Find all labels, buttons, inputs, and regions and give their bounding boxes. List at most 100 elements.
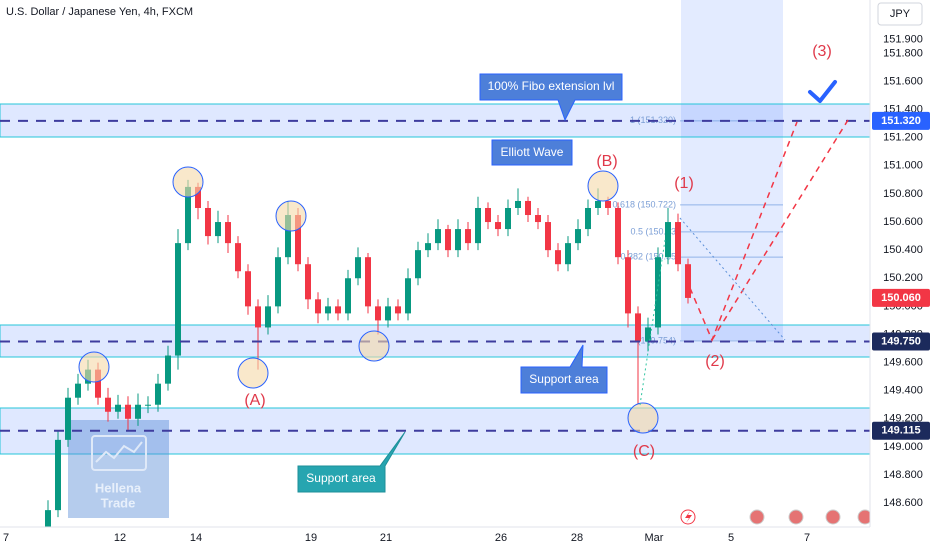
candle-body: [235, 243, 241, 272]
x-tick-label: 7: [804, 532, 810, 544]
price-tag: [872, 332, 930, 351]
projection-line: [679, 217, 786, 341]
wave-label: (A): [244, 392, 265, 409]
candle-body: [275, 257, 281, 307]
candle-body: [475, 207, 481, 244]
time-axis: [0, 527, 870, 550]
candle-body: [605, 200, 611, 208]
candle-body: [55, 439, 61, 511]
fib-label: (149.754): [637, 335, 676, 345]
y-tick-label: 150.800: [883, 188, 923, 200]
watermark-icon: [91, 435, 147, 471]
candle-body: [225, 222, 231, 244]
candle-body: [325, 306, 331, 314]
pivot-circle: [627, 402, 659, 434]
event-icon[interactable]: [749, 509, 765, 525]
callout-text: Support area: [529, 372, 599, 386]
candle-body: [655, 257, 661, 328]
candle-body: [105, 397, 111, 412]
candle-body: [495, 222, 501, 230]
event-icon: [685, 511, 692, 523]
callout-text: 100% Fibo extension lvl: [488, 79, 615, 93]
callout-box: [491, 139, 573, 166]
candles: [45, 179, 691, 546]
price-tag: [872, 288, 930, 307]
candle-body: [315, 299, 321, 314]
candle-body: [355, 257, 361, 279]
candle-body: [555, 250, 561, 265]
x-tick-label: 26: [495, 532, 507, 544]
candle-body: [445, 229, 451, 251]
callout-box: [297, 431, 406, 493]
wave-label: (1): [674, 175, 694, 192]
y-tick-label: 148.600: [883, 497, 923, 509]
x-tick-label: 14: [190, 532, 202, 544]
watermark-icon: [95, 441, 143, 463]
candle-body: [165, 355, 171, 384]
candle-body: [185, 186, 191, 244]
y-tick-label: 149.000: [883, 441, 923, 453]
candle-body: [215, 222, 221, 237]
candle-body: [675, 222, 681, 265]
candle-body: [135, 404, 141, 419]
x-tick-label: 28: [571, 532, 583, 544]
candle-body: [485, 207, 491, 223]
pivot-circles: [78, 166, 659, 434]
candle-body: [465, 229, 471, 244]
price-tag-label: 149.115: [881, 425, 920, 437]
candle-body: [635, 313, 641, 342]
candle-body: [405, 278, 411, 314]
pivot-circle: [237, 357, 269, 389]
candle-body: [195, 186, 201, 208]
callout-box: [479, 73, 623, 122]
fib-label: 0.5 (150.53: [630, 226, 676, 236]
y-tick-label: 151.800: [883, 47, 923, 59]
candle-body: [125, 404, 131, 419]
candle-body: [305, 264, 311, 300]
watermark-text: Trade: [101, 495, 136, 510]
pivot-circle: [358, 330, 390, 362]
candle-body: [345, 278, 351, 314]
candle-body: [575, 229, 581, 244]
candle-body: [435, 229, 441, 244]
y-tick-label: 149.600: [883, 356, 923, 368]
candle-body: [535, 215, 541, 223]
pivot-circle: [587, 170, 619, 202]
candle-body: [395, 306, 401, 314]
candle-body: [75, 383, 81, 398]
x-tick-label: 21: [380, 532, 392, 544]
y-tick-label: 151.600: [883, 75, 923, 87]
price-tag: [872, 421, 930, 440]
candle-body: [515, 200, 521, 208]
candle-body: [595, 200, 601, 208]
price-tag-label: 149.750: [881, 335, 921, 347]
candle-body: [425, 243, 431, 251]
currency-button[interactable]: [877, 2, 923, 26]
x-tick-label: 5: [728, 532, 734, 544]
event-icon[interactable]: [788, 509, 804, 525]
x-tick-label: 7: [3, 532, 9, 544]
y-tick-label: 150.400: [883, 244, 923, 256]
chart-title: U.S. Dollar / Japanese Yen, 4h, FXCM: [6, 6, 193, 18]
projection-zone: [681, 0, 783, 340]
candle-body: [45, 510, 51, 532]
candle-body: [665, 222, 671, 258]
x-tick-label: Mar: [645, 532, 664, 544]
candle-body: [455, 229, 461, 251]
price-tag: [872, 111, 930, 130]
event-icon[interactable]: [825, 509, 841, 525]
candle-body: [385, 306, 391, 321]
candle-body: [175, 243, 181, 356]
candle-body: [65, 397, 71, 440]
levels: [0, 119, 870, 432]
candle-body: [375, 306, 381, 321]
candle-body: [625, 257, 631, 314]
candle-body: [255, 306, 261, 328]
candle-body: [585, 207, 591, 230]
price-tag-label: 150.060: [881, 292, 921, 304]
callout-box: [520, 344, 608, 394]
y-tick-label: 151.200: [883, 132, 923, 144]
candle-body: [685, 264, 691, 298]
candle-body: [615, 207, 621, 258]
